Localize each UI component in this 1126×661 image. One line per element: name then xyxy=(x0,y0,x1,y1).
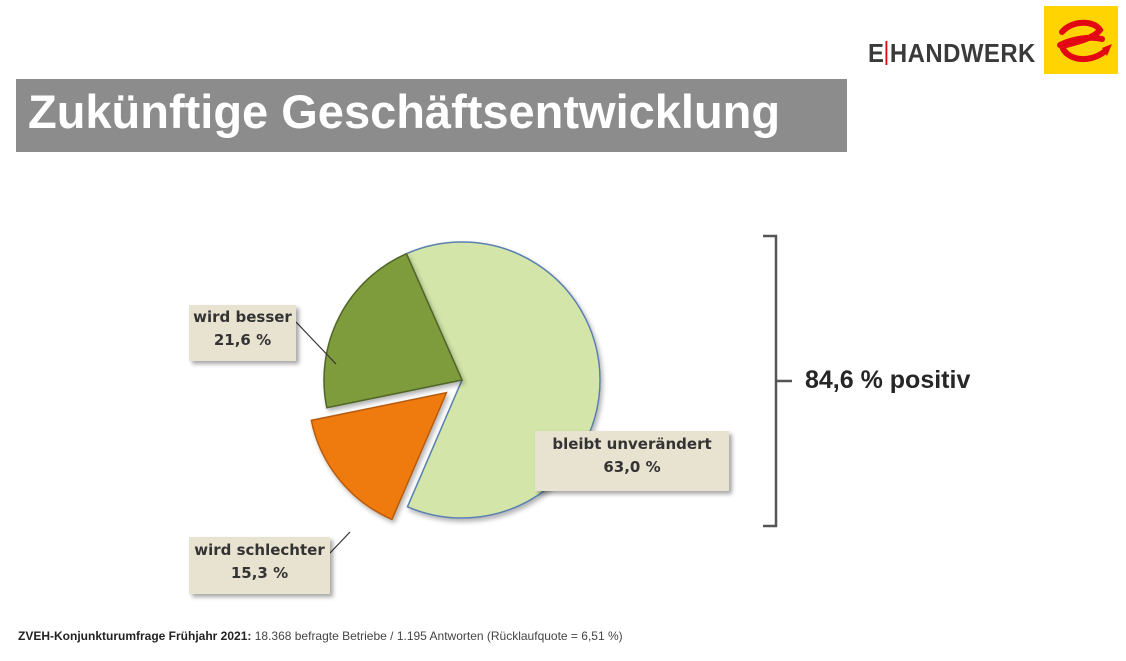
page-title: Zukünftige Geschäftsentwicklung xyxy=(28,85,781,138)
slice-label-bleibt-unveraendert: bleibt unverändert 63,0 % xyxy=(535,431,729,491)
slice-label-wird-schlechter: wird schlechter 15,3 % xyxy=(189,537,330,594)
slice-label-value: 63,0 % xyxy=(603,458,661,476)
leader-line-besser xyxy=(295,321,337,365)
source-footnote-text: 18.368 befragte Betriebe / 1.195 Antwort… xyxy=(254,629,623,643)
title-band xyxy=(16,79,847,152)
pie-slice-wird-schlechter xyxy=(310,391,448,521)
brand-logo-icon xyxy=(1044,6,1118,74)
positive-annotation: 84,6 % positiv xyxy=(805,366,971,394)
brand-wordmark: E HANDWERK xyxy=(868,38,1036,69)
slice-label-text: wird besser xyxy=(193,308,292,326)
brand-e-mark-icon xyxy=(1057,19,1112,63)
brand-wordmark-e: E xyxy=(868,38,885,68)
pie-slice-wird-besser xyxy=(323,252,464,409)
brand-wordmark-handwerk: HANDWERK xyxy=(889,38,1036,68)
slice-label-text: bleibt unverändert xyxy=(552,435,712,453)
brand-wordmark-divider xyxy=(885,41,888,65)
slice-label-value: 15,3 % xyxy=(230,564,289,582)
leader-line-schlechter xyxy=(329,531,351,554)
positive-bracket xyxy=(763,234,792,528)
source-footnote: ZVEH-Konjunkturumfrage Frühjahr 2021: 18… xyxy=(18,629,623,643)
source-footnote-title: ZVEH-Konjunkturumfrage Frühjahr 2021: xyxy=(18,629,252,643)
slice-label-value: 21,6 % xyxy=(213,331,272,349)
slice-label-wird-besser: wird besser 21,6 % xyxy=(189,305,296,361)
slice-label-text: wird schlechter xyxy=(194,541,325,559)
